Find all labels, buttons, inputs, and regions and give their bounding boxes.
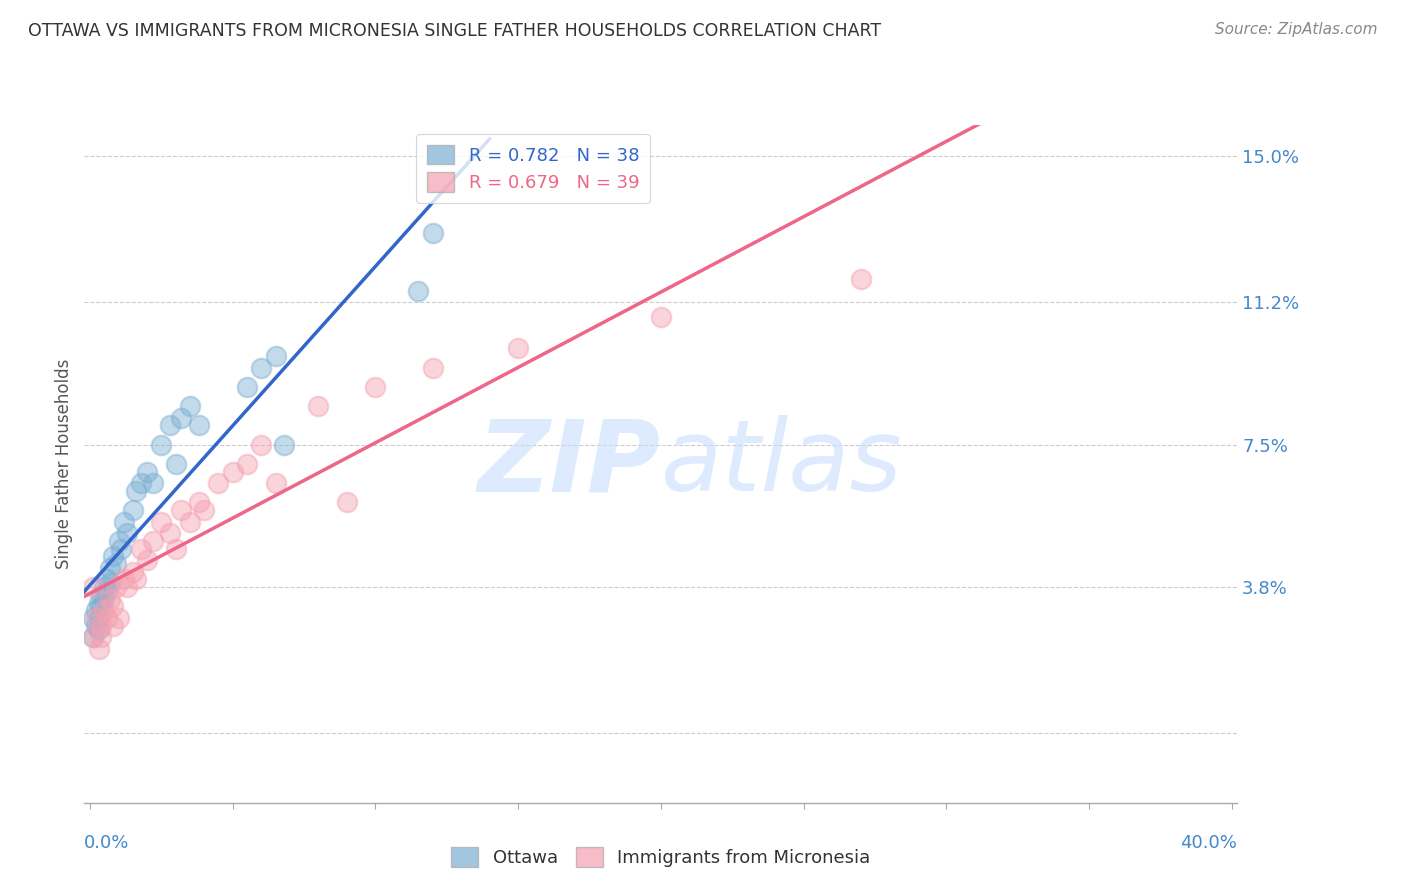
Text: Source: ZipAtlas.com: Source: ZipAtlas.com — [1215, 22, 1378, 37]
Point — [508, 341, 530, 355]
Point — [122, 503, 145, 517]
Point — [93, 591, 115, 606]
Point — [90, 588, 112, 602]
Point — [96, 573, 118, 587]
Point — [650, 310, 672, 325]
Point — [101, 599, 124, 614]
Point — [82, 611, 104, 625]
Point — [179, 515, 201, 529]
Point — [131, 476, 153, 491]
Point — [159, 418, 181, 433]
Point — [93, 580, 115, 594]
Point — [82, 630, 104, 644]
Point — [125, 483, 148, 498]
Point — [90, 630, 112, 644]
Point — [125, 573, 148, 587]
Point — [115, 580, 138, 594]
Y-axis label: Single Father Households: Single Father Households — [55, 359, 73, 569]
Point — [170, 410, 193, 425]
Text: ZIP: ZIP — [478, 416, 661, 512]
Point — [142, 533, 165, 548]
Text: 0.0%: 0.0% — [84, 834, 129, 852]
Point — [193, 503, 215, 517]
Point — [101, 618, 124, 632]
Point — [90, 618, 112, 632]
Point — [96, 583, 118, 598]
Point — [98, 576, 121, 591]
Point — [84, 618, 107, 632]
Point — [112, 515, 135, 529]
Text: OTTAWA VS IMMIGRANTS FROM MICRONESIA SINGLE FATHER HOUSEHOLDS CORRELATION CHART: OTTAWA VS IMMIGRANTS FROM MICRONESIA SIN… — [28, 22, 882, 40]
Point — [96, 611, 118, 625]
Point — [82, 580, 104, 594]
Point — [336, 495, 359, 509]
Point — [93, 603, 115, 617]
Point — [170, 503, 193, 517]
Point — [82, 630, 104, 644]
Point — [187, 418, 209, 433]
Point — [250, 437, 273, 451]
Point — [422, 226, 444, 240]
Point — [84, 611, 107, 625]
Point — [98, 561, 121, 575]
Point — [159, 526, 181, 541]
Point — [87, 623, 110, 637]
Point — [236, 380, 259, 394]
Point — [136, 465, 159, 479]
Point — [107, 611, 129, 625]
Point — [264, 476, 287, 491]
Legend: R = 0.782   N = 38, R = 0.679   N = 39: R = 0.782 N = 38, R = 0.679 N = 39 — [416, 134, 650, 202]
Point — [849, 272, 872, 286]
Point — [165, 541, 187, 556]
Point — [110, 541, 132, 556]
Point — [187, 495, 209, 509]
Point — [422, 360, 444, 375]
Point — [179, 399, 201, 413]
Point — [222, 465, 245, 479]
Point — [101, 549, 124, 564]
Point — [150, 515, 173, 529]
Point — [150, 437, 173, 451]
Point — [87, 595, 110, 609]
Point — [131, 541, 153, 556]
Point — [236, 457, 259, 471]
Text: atlas: atlas — [661, 416, 903, 512]
Point — [364, 380, 387, 394]
Point — [104, 580, 127, 594]
Point — [115, 526, 138, 541]
Legend: Ottawa, Immigrants from Micronesia: Ottawa, Immigrants from Micronesia — [444, 839, 877, 874]
Point — [112, 573, 135, 587]
Point — [104, 557, 127, 571]
Point — [87, 611, 110, 625]
Point — [122, 565, 145, 579]
Text: 40.0%: 40.0% — [1181, 834, 1237, 852]
Point — [87, 641, 110, 656]
Point — [250, 360, 273, 375]
Point — [207, 476, 229, 491]
Point — [98, 591, 121, 606]
Point — [406, 284, 429, 298]
Point — [107, 533, 129, 548]
Point — [136, 553, 159, 567]
Point — [307, 399, 329, 413]
Point — [165, 457, 187, 471]
Point — [264, 349, 287, 363]
Point — [142, 476, 165, 491]
Point — [273, 437, 295, 451]
Point — [90, 599, 112, 614]
Point — [84, 603, 107, 617]
